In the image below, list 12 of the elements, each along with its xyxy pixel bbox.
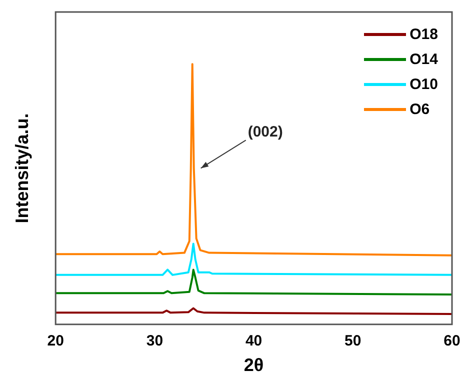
y-axis-title: Intensity/a.u. <box>12 113 32 224</box>
x-tick-label: 20 <box>47 332 64 350</box>
x-axis-title: 2θ <box>244 355 264 376</box>
legend-label: O18 <box>410 26 438 43</box>
legend-label: O6 <box>410 101 430 118</box>
legend-label: O14 <box>410 51 438 68</box>
x-tick-label: 30 <box>146 332 164 350</box>
annotation: (002) <box>248 123 283 140</box>
x-tick-label: 60 <box>444 332 460 350</box>
x-tick-label: 40 <box>245 332 262 350</box>
x-tick-label: 50 <box>344 332 362 350</box>
legend-label: O10 <box>410 76 438 93</box>
